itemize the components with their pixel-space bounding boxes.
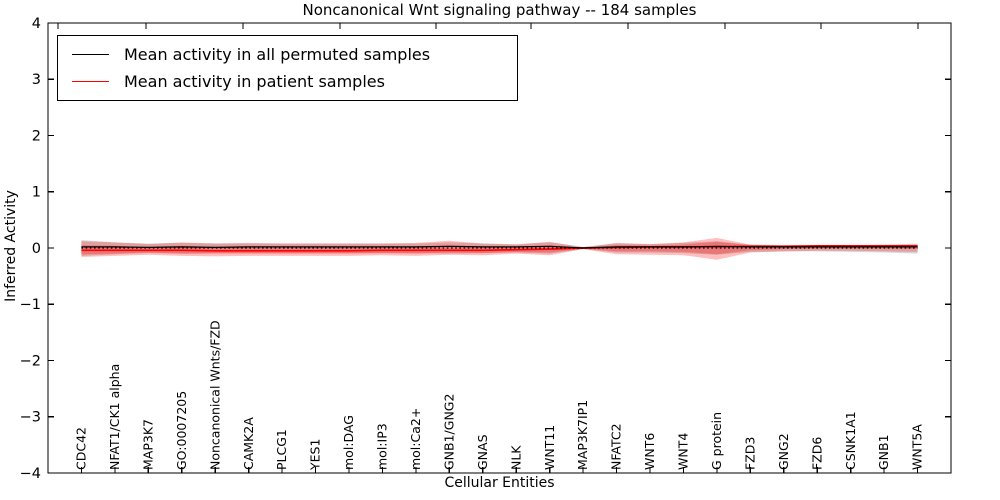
legend-label-patient: Mean activity in patient samples (124, 72, 385, 91)
x-category-label: FZD6 (809, 437, 824, 470)
patient-mean-line (81, 244, 918, 252)
x-category-label: WNT5A (910, 424, 925, 470)
legend-line-permuted-icon (72, 54, 109, 55)
x-category-label: G protein (709, 412, 724, 470)
x-category-label: NFATC2 (609, 423, 624, 470)
x-category-label: GNAS (475, 434, 490, 470)
legend-entry-permuted: Mean activity in all permuted samples (67, 41, 517, 68)
x-category-label: NLK (508, 445, 523, 470)
y-tick-label: −4 (20, 466, 41, 482)
x-category-label: FZD3 (742, 437, 757, 470)
x-category-label: mol:Ca2+ (408, 408, 423, 470)
x-category-label: YES1 (308, 439, 323, 471)
y-tick-label: −3 (20, 410, 41, 426)
x-category-label: GO:0007205 (174, 391, 189, 470)
x-category-label: CSNK1A1 (843, 411, 858, 470)
x-category-label: MAP3K7 (140, 419, 155, 470)
x-category-label: GNB1 (876, 434, 891, 470)
x-category-label: WNT11 (542, 425, 557, 470)
x-category-label: mol:IP3 (375, 423, 390, 470)
chart-title: Noncanonical Wnt signaling pathway -- 18… (302, 1, 697, 19)
x-category-label: WNT4 (676, 433, 691, 470)
y-tick-label: 0 (32, 241, 41, 257)
y-tick-label: 3 (32, 72, 41, 88)
legend: Mean activity in all permuted samples Me… (57, 35, 518, 101)
y-tick-label: 1 (32, 185, 41, 201)
y-tick-label: −2 (20, 353, 41, 369)
x-category-label: CAMK2A (241, 417, 256, 470)
x-category-label: NFAT1/CK1 alpha (107, 364, 122, 470)
y-tick-label: 4 (32, 16, 41, 32)
x-category-label: CDC42 (74, 427, 89, 470)
legend-label-permuted: Mean activity in all permuted samples (124, 45, 431, 64)
legend-entry-patient: Mean activity in patient samples (67, 68, 517, 95)
x-category-label: GNB1/GNG2 (441, 394, 456, 470)
x-category-label: PLCG1 (274, 429, 289, 470)
x-category-label: Noncanonical Wnts/FZD (207, 320, 222, 470)
y-tick-label: −1 (20, 297, 41, 313)
y-tick-label: 2 (32, 128, 41, 144)
x-category-label: mol:DAG (341, 415, 356, 470)
x-category-label: MAP3K7IP1 (575, 400, 590, 470)
permuted-mean-line (81, 245, 918, 249)
legend-line-patient-icon (72, 81, 109, 82)
x-axis-label: Cellular Entities (444, 475, 555, 491)
x-category-label: WNT6 (642, 433, 657, 470)
x-category-label: GNG2 (776, 433, 791, 470)
patient-samples-band-outer (81, 237, 918, 260)
permuted-samples-band (81, 240, 918, 256)
